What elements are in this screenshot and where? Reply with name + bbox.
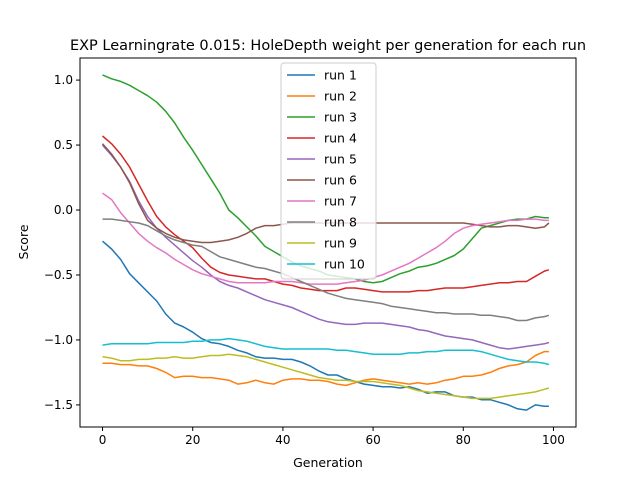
legend-label-run-7: run 7: [324, 194, 357, 209]
y-tick-label: 0.0: [54, 203, 73, 217]
legend-label-run-1: run 1: [324, 68, 357, 83]
x-axis: 0 20 40 60 80 100: [99, 427, 565, 447]
legend-label-run-2: run 2: [324, 89, 357, 104]
chart-title: EXP Learningrate 0.015: HoleDepth weight…: [70, 38, 586, 54]
x-tick-label: 60: [365, 433, 380, 447]
legend-label-run-6: run 6: [324, 173, 357, 188]
y-tick-label: 1.0: [54, 73, 73, 87]
series-line-run-8: [102, 218, 550, 322]
x-tick-label: 20: [185, 433, 200, 447]
plot-frame: [79, 57, 577, 428]
series-line-run-10: [102, 337, 550, 366]
y-tick-label: −1.5: [44, 398, 73, 412]
series-line-run-7: [102, 192, 549, 285]
x-tick-label: 0: [99, 433, 107, 447]
x-tick-label: 80: [456, 433, 471, 447]
y-tick-label: −1.0: [44, 333, 73, 347]
y-axis-label: Score: [16, 224, 31, 259]
y-tick-label: −0.5: [44, 268, 73, 282]
legend-label-run-10: run 10: [324, 257, 365, 272]
legend-label-run-3: run 3: [324, 110, 357, 125]
x-tick-label: 40: [275, 433, 290, 447]
series-line-run-4: [102, 135, 550, 293]
legend: run 1 run 2 run 3 run 4 run 5 run 6 run 7 run 8…: [280, 62, 377, 280]
series-line-run-9: [102, 353, 550, 400]
series-line-run-2: [102, 350, 549, 387]
series-line-run-5: [101, 144, 550, 350]
legend-label-run-8: run 8: [324, 215, 357, 230]
x-axis-label: Generation: [293, 455, 363, 470]
legend-label-run-4: run 4: [324, 131, 357, 146]
y-axis: −1.5 −1.0 −0.5 0.0 0.5 1.0: [44, 73, 80, 412]
legend-label-run-5: run 5: [324, 152, 357, 167]
legend-label-run-9: run 9: [324, 236, 357, 251]
x-tick-label: 100: [542, 433, 565, 447]
y-tick-label: 0.5: [54, 138, 73, 152]
